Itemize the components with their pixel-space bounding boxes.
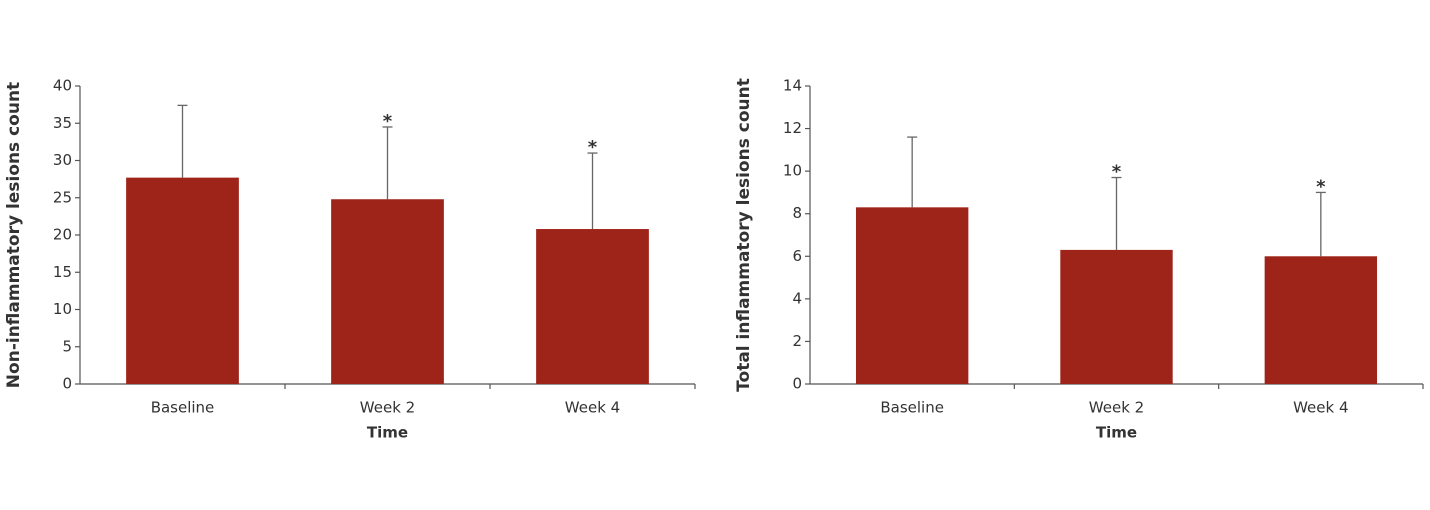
significance-marker: *: [588, 137, 598, 158]
bar: [126, 177, 239, 384]
y-tick-label: 8: [792, 204, 802, 222]
bar: [331, 199, 444, 384]
y-axis-label: Non-inflammatory lesions count: [4, 82, 24, 388]
y-tick-label: 15: [53, 263, 72, 281]
y-tick-label: 0: [62, 375, 72, 393]
significance-marker: *: [1316, 176, 1326, 197]
y-tick-label: 5: [62, 337, 72, 355]
y-tick-label: 10: [53, 300, 72, 318]
y-tick-label: 14: [783, 77, 802, 95]
y-tick-label: 25: [53, 188, 72, 206]
y-tick-label: 10: [783, 162, 802, 180]
y-tick-label: 6: [792, 247, 802, 265]
y-tick-label: 40: [53, 77, 72, 95]
x-tick-label: Week 2: [1089, 399, 1144, 417]
y-axis-label: Total inflammatory lesions count: [734, 78, 754, 392]
x-tick-label: Week 4: [565, 399, 620, 417]
chart: 0 2 4 6 8 10 12 14 Baseline * Week 2 * Week 4 Time Tot…: [734, 77, 1424, 442]
y-tick-label: 12: [783, 119, 802, 137]
significance-marker: *: [383, 111, 393, 132]
y-tick-label: 30: [53, 151, 72, 169]
x-axis-label: Time: [367, 424, 408, 442]
x-tick-label: Week 4: [1293, 399, 1348, 417]
x-axis-label: Time: [1096, 424, 1137, 442]
bar: [1264, 256, 1378, 384]
bar: [855, 207, 969, 384]
y-tick-label: 0: [792, 375, 802, 393]
x-tick-label: Baseline: [151, 399, 215, 417]
y-tick-label: 35: [53, 114, 72, 132]
bar: [536, 229, 649, 384]
significance-marker: *: [1112, 162, 1122, 183]
x-tick-label: Week 2: [360, 399, 415, 417]
x-tick-label: Baseline: [880, 399, 944, 417]
y-tick-label: 4: [792, 289, 802, 307]
bar: [1060, 249, 1173, 384]
y-tick-label: 2: [792, 332, 802, 350]
chart: 0 5 10 15 20 25 30 35 40 Baseline * Week 2 * Week 4 Ti…: [4, 77, 696, 442]
y-tick-label: 20: [53, 226, 72, 244]
